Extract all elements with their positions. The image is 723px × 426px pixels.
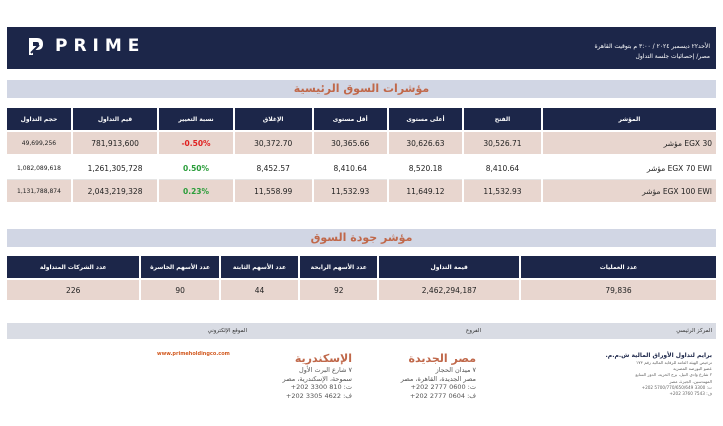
- table-row: 1,082,089,618 1,261,305,728 0.50% 8,452.…: [7, 157, 716, 180]
- cell-gainers: 92: [300, 280, 378, 303]
- prime-logo-icon: [29, 38, 43, 55]
- report-meta: الأحد٢٢ ديسمبر ٢٠٢٤ / ٣:٠٠ م بتوقيت القا…: [594, 42, 710, 62]
- branch-address: مصر الجديدة، القاهرة، مصر: [400, 374, 476, 383]
- branches-label: الفروع: [251, 323, 485, 339]
- branch-address: سموحة، الإسكندرية، مصر: [282, 374, 352, 383]
- col-index: المؤشر: [542, 108, 716, 132]
- cell-index: مؤشر EGX 100 EWI: [542, 180, 716, 205]
- hq-phone: ت: 3300 5700/770/650/649 202+: [641, 384, 712, 390]
- col-change: نسبة التغيير: [159, 108, 233, 132]
- cell-close: 8,452.57: [234, 157, 312, 180]
- main-indices-header-row: حجم التداول قيم التداول نسبة التغيير الإ…: [7, 108, 716, 132]
- branch-phone: ت: 0600 2777 202+: [410, 383, 476, 391]
- headquarters-info: برايم لتداول الأوراق المالية ش.م.م. ترخي…: [586, 352, 712, 397]
- hq-label: المركز الرئيسي: [484, 323, 716, 339]
- cell-change: 0.23%: [159, 180, 233, 205]
- market-quality-table: عدد الشركات المتداولة عدد الأسهم الخاسرة…: [5, 256, 718, 303]
- cell-value: 2,043,219,328: [72, 180, 158, 205]
- hq-address: المهندسين، الجيزة، مصر: [669, 378, 712, 384]
- branch-fax: ف: 0604 2777 202+: [409, 391, 476, 400]
- market-quality-header-row: عدد الشركات المتداولة عدد الأسهم الخاسرة…: [7, 256, 716, 280]
- col-volume: حجم التداول: [7, 108, 71, 132]
- col-high: أعلى مستوى: [388, 108, 463, 132]
- branch-phone: ت: 810 3300 202+: [290, 383, 352, 391]
- market-quality-title: مؤشر جودة السوق: [7, 229, 716, 247]
- brand-name: PRIME: [55, 36, 146, 56]
- col-unchanged: عدد الأسهم الثابتة: [220, 256, 299, 280]
- cell-volume: 1,082,089,618: [7, 157, 71, 180]
- cell-low: 11,532.93: [313, 180, 387, 205]
- report-subtitle: مصر/ إحصائيات جلسة التداول: [635, 53, 710, 60]
- branch-city: مصر الجديدة: [408, 352, 476, 365]
- hq-address: ٢ شارع وادي النيل، برج الحرية، الدور الس…: [635, 372, 712, 378]
- cell-trades: 79,836: [521, 280, 716, 303]
- branch-fax: ف: 4622 3305 202+: [285, 391, 352, 400]
- cell-value: 781,913,600: [72, 132, 158, 157]
- cell-traded-companies: 226: [7, 280, 140, 303]
- cell-losers: 90: [141, 280, 219, 303]
- cell-index: مؤشر EGX 30: [542, 132, 716, 157]
- cell-low: 8,410.64: [313, 157, 387, 180]
- col-value: قيم التداول: [72, 108, 158, 132]
- cell-low: 30,365.66: [313, 132, 387, 157]
- cell-index: مؤشر EGX 70 EWI: [542, 157, 716, 180]
- hq-fax: ف: 7543 3760 202+: [669, 391, 712, 397]
- branch-city: الإسكندرية: [294, 352, 352, 365]
- col-trades: عدد العمليات: [521, 256, 716, 280]
- col-gainers: عدد الأسهم الرابحة: [300, 256, 378, 280]
- cell-open: 8,410.64: [464, 157, 541, 180]
- main-indices-title: مؤشرات السوق الرئيسية: [7, 80, 716, 98]
- col-trade-value: قيمة التداول: [379, 256, 520, 280]
- cell-unchanged: 44: [220, 280, 299, 303]
- col-close: الإغلاق: [234, 108, 312, 132]
- branch-address: ٧ ميدان الحجاز: [435, 366, 476, 374]
- col-losers: عدد الأسهم الخاسرة: [141, 256, 219, 280]
- cell-close: 30,372.70: [234, 132, 312, 157]
- cell-volume: 49,699,256: [7, 132, 71, 157]
- branch-alexandria: الإسكندرية ٧ شارع البرت الأول سموحة، الإ…: [254, 352, 352, 400]
- table-row: 49,699,256 781,913,600 -0.50% 30,372.70 …: [7, 132, 716, 157]
- col-low: أقل مستوى: [313, 108, 387, 132]
- cell-open: 30,526.71: [464, 132, 541, 157]
- company-name: برايم لتداول الأوراق المالية ش.م.م.: [605, 352, 712, 359]
- hq-membership: عضو البورصة المصرية: [673, 366, 712, 372]
- cell-close: 11,558.99: [234, 180, 312, 205]
- cell-high: 8,520.18: [388, 157, 463, 180]
- branch-address: ٧ شارع البرت الأول: [299, 366, 352, 374]
- report-date: الأحد٢٢ ديسمبر ٢٠٢٤ / ٣:٠٠ م بتوقيت القا…: [594, 43, 710, 50]
- hq-license: ترخيص الهيئة العامة للرقابة المالية رقم …: [636, 360, 712, 365]
- cell-change: 0.50%: [159, 157, 233, 180]
- branch-heliopolis: مصر الجديدة ٧ ميدان الحجاز مصر الجديدة، …: [372, 352, 476, 400]
- table-row: 226 90 44 92 2,462,294,187 79,836: [7, 280, 716, 303]
- brand-logo: PRIME: [27, 35, 145, 57]
- col-traded-companies: عدد الشركات المتداولة: [7, 256, 140, 280]
- cell-value: 1,261,305,728: [72, 157, 158, 180]
- cell-open: 11,532.93: [464, 180, 541, 205]
- cell-trade-value: 2,462,294,187: [379, 280, 520, 303]
- table-row: 1,131,788,874 2,043,219,328 0.23% 11,558…: [7, 180, 716, 205]
- main-indices-table: حجم التداول قيم التداول نسبة التغيير الإ…: [5, 108, 718, 205]
- col-open: الفتح: [464, 108, 541, 132]
- website-link[interactable]: www.primeholdingco.com: [157, 351, 230, 357]
- website-label: الموقع الإلكتروني: [7, 323, 251, 339]
- cell-high: 30,626.63: [388, 132, 463, 157]
- report-header: PRIME الأحد٢٢ ديسمبر ٢٠٢٤ / ٣:٠٠ م بتوقي…: [7, 27, 716, 69]
- cell-volume: 1,131,788,874: [7, 180, 71, 205]
- cell-change: -0.50%: [159, 132, 233, 157]
- cell-high: 11,649.12: [388, 180, 463, 205]
